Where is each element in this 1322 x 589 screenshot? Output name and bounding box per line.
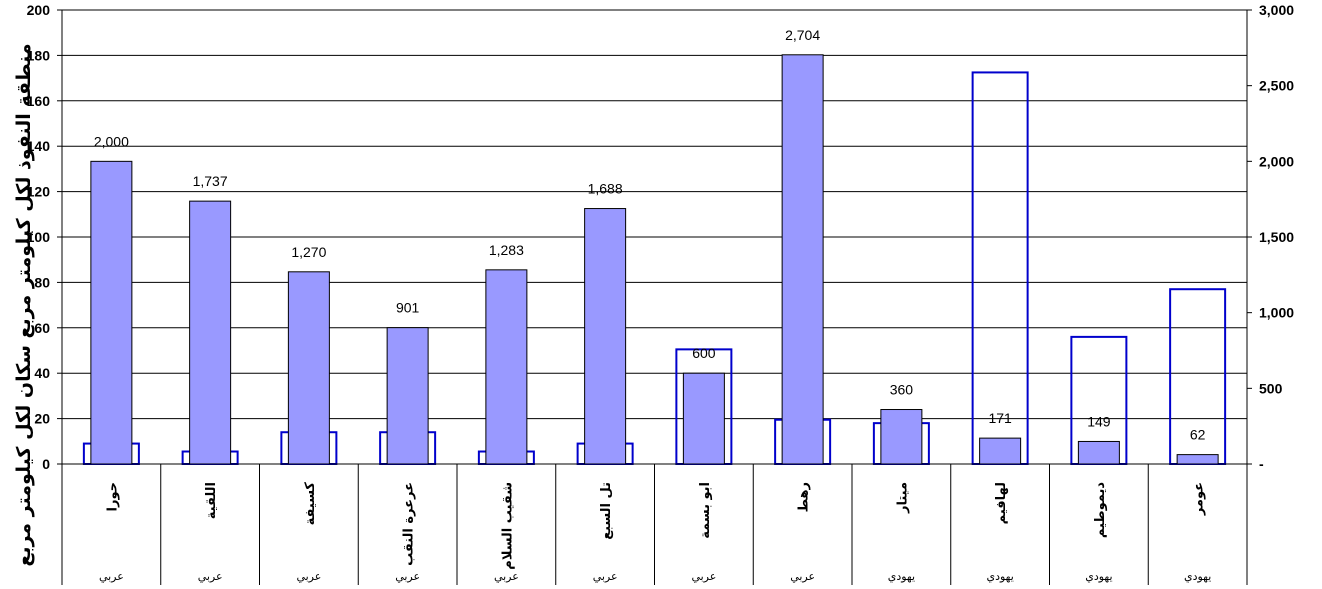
group-label: عربي — [395, 570, 420, 583]
outline-bar — [971, 71, 1029, 466]
right-tick-label: 1,500 — [1259, 229, 1294, 245]
data-label: 360 — [890, 382, 914, 398]
category-label: رهط — [797, 482, 812, 512]
category-label: ديموطيم — [1093, 482, 1108, 538]
right-tick-label: 1,000 — [1259, 305, 1294, 321]
category-label: اللقية — [204, 482, 219, 519]
left-tick-label: 140 — [27, 138, 51, 154]
category-label: شقيب السلام — [500, 482, 515, 570]
group-label: يهودي — [1085, 570, 1112, 583]
category-label: تل السبع — [599, 482, 614, 540]
left-tick-label: 20 — [34, 411, 50, 427]
filled-bar — [979, 437, 1022, 465]
group-label: يهودي — [986, 570, 1013, 583]
group-label: يهودي — [888, 570, 915, 583]
right-axis-ticks: - 500 1,000 1,500 2,000 2,500 3,000 — [1247, 2, 1294, 472]
left-tick-label: 200 — [27, 2, 51, 18]
group-label: يهودي — [1184, 570, 1211, 583]
group-labels: عربي عربي عربي عربي عربي عربي عربي عربي يهودي يهو… — [99, 570, 1211, 583]
group-label: عربي — [593, 570, 618, 583]
filled-bar — [682, 372, 725, 465]
data-label: 1,737 — [193, 173, 228, 189]
data-label: 171 — [988, 410, 1012, 426]
right-tick-label: - — [1259, 456, 1264, 472]
filled-bar — [880, 409, 923, 465]
filled-bar-series — [90, 54, 1219, 465]
data-label: 2,000 — [94, 133, 129, 149]
category-label: عومر — [1192, 482, 1207, 516]
left-tick-label: 80 — [34, 274, 50, 290]
group-label: عربي — [296, 570, 321, 583]
filled-bar — [781, 54, 824, 465]
left-tick-label: 0 — [42, 456, 50, 472]
data-labels: 2,000 1,737 1,270 901 1,283 1,688 600 2,704 360 1… — [94, 27, 1206, 443]
filled-bar — [90, 160, 133, 465]
left-tick-label: 120 — [27, 184, 51, 200]
left-tick-label: 180 — [27, 47, 51, 63]
filled-bar — [1077, 440, 1120, 465]
left-tick-label: 160 — [27, 93, 51, 109]
left-axis-ticks: 0 20 40 60 80 100 120 140 160 180 200 — [27, 2, 62, 472]
right-tick-label: 2,500 — [1259, 78, 1294, 94]
gridlines — [62, 9, 1247, 420]
right-tick-label: 3,000 — [1259, 2, 1294, 18]
group-label: عربي — [198, 570, 223, 583]
group-label: عربي — [691, 570, 716, 583]
data-label: 149 — [1087, 413, 1111, 429]
category-label: لهافيم — [994, 482, 1009, 524]
filled-bar — [189, 200, 232, 465]
filled-bar — [287, 271, 330, 465]
right-tick-label: 500 — [1259, 380, 1283, 396]
data-label: 600 — [692, 345, 716, 361]
left-tick-label: 40 — [34, 365, 50, 381]
category-label: حورا — [105, 482, 120, 511]
left-tick-label: 60 — [34, 320, 50, 336]
filled-bar — [584, 208, 627, 465]
y-axis-label: منطقة النفوذ لكل كيلومتر مربع سكان لكل ك… — [13, 43, 35, 566]
outline-bar-series — [82, 71, 1227, 466]
right-tick-label: 2,000 — [1259, 153, 1294, 169]
data-label: 1,283 — [489, 242, 524, 258]
group-label: عربي — [99, 570, 124, 583]
filled-bar — [386, 327, 429, 465]
category-label: ابو بسمة — [698, 482, 713, 539]
left-tick-label: 100 — [27, 229, 51, 245]
data-label: 62 — [1190, 427, 1206, 443]
filled-bar — [485, 269, 528, 465]
category-table-lines — [61, 464, 1248, 585]
group-label: عربي — [494, 570, 519, 583]
category-label: عرعرة النقب — [402, 482, 417, 566]
category-label: ميتار — [895, 482, 910, 514]
data-label: 2,704 — [785, 27, 820, 43]
data-label: 1,270 — [291, 244, 326, 260]
data-label: 901 — [396, 300, 420, 316]
data-label: 1,688 — [588, 181, 623, 197]
filled-bar — [1176, 454, 1219, 465]
group-label: عربي — [790, 570, 815, 583]
category-label: كسيفة — [303, 482, 318, 526]
category-labels: حورا اللقية كسيفة عرعرة النقب شقيب السلام تل … — [105, 482, 1206, 570]
